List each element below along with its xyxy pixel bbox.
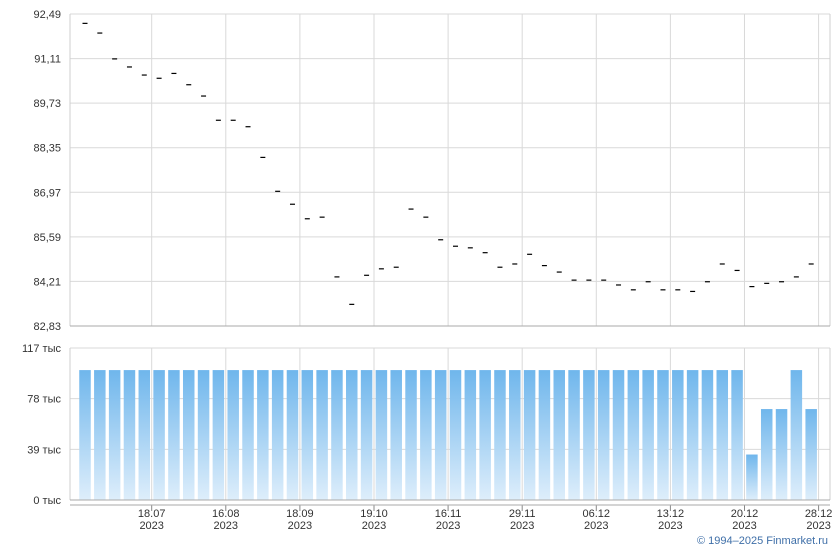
volume-bar [168, 370, 180, 500]
price-grid [70, 13, 830, 327]
volume-bar [523, 370, 536, 500]
volume-bar [405, 370, 417, 500]
volume-bar [94, 370, 106, 500]
volume-bar [716, 370, 729, 500]
volume-bar [746, 454, 758, 500]
volume-bar [805, 409, 817, 500]
volume-bars [79, 370, 817, 500]
x-tick-label-year: 2023 [288, 520, 312, 532]
x-tick-label-year: 2023 [732, 520, 756, 532]
x-tick-label-date: 20.12 [731, 508, 759, 520]
volume-bar [627, 370, 640, 500]
volume-bar [316, 370, 328, 500]
x-tick-label-date: 18.09 [286, 508, 314, 520]
price-marks [82, 22, 814, 305]
volume-bar [360, 370, 373, 500]
volume-bar [420, 370, 432, 500]
volume-bar [212, 370, 225, 500]
volume-bar [701, 370, 714, 500]
volume-bar [108, 370, 121, 500]
volume-bar [494, 370, 506, 500]
x-tick-label-date: 16.08 [212, 508, 240, 520]
volume-bar [538, 370, 551, 500]
volume-bar [657, 370, 669, 500]
axes [69, 14, 831, 511]
price-y-tick-label: 92,49 [33, 9, 61, 21]
volume-bar [597, 370, 610, 500]
volume-y-tick-label: 39 тыс [27, 444, 61, 456]
volume-bar [331, 370, 343, 500]
volume-bar [568, 370, 580, 500]
x-tick-label-date: 18.07 [138, 508, 166, 520]
volume-bar [775, 409, 788, 500]
volume-bar [153, 370, 165, 500]
volume-bar [642, 370, 654, 500]
volume-bar [509, 370, 521, 500]
price-y-tick-label: 89,73 [33, 98, 61, 110]
x-tick-label-year: 2023 [362, 520, 386, 532]
price-y-tick-label: 82,83 [33, 321, 61, 333]
volume-bar [434, 370, 447, 500]
volume-bar [182, 370, 195, 500]
x-tick-label-date: 13.12 [657, 508, 685, 520]
volume-bar [301, 370, 314, 500]
price-y-tick-label: 91,11 [34, 54, 61, 66]
volume-bar [464, 370, 477, 500]
x-tick-label-year: 2023 [658, 520, 682, 532]
volume-y-tick-label: 117 тыс [22, 343, 62, 355]
volume-bar [346, 370, 358, 500]
volume-bar [79, 370, 91, 500]
copyright-credit[interactable]: © 1994–2025 Finmarket.ru [696, 535, 828, 547]
x-tick-label-year: 2023 [214, 520, 238, 532]
x-tick-label-year: 2023 [139, 520, 163, 532]
volume-bar [449, 370, 462, 500]
x-tick-label-date: 29.11 [509, 508, 536, 520]
volume-bar [583, 370, 595, 500]
volume-bar [197, 370, 210, 500]
x-tick-label-date: 06.12 [583, 508, 611, 520]
volume-y-tick-label: 78 тыс [27, 394, 61, 406]
volume-bar [553, 370, 565, 500]
volume-bar [286, 370, 299, 500]
volume-bar [390, 370, 402, 500]
x-tick-label-year: 2023 [510, 520, 534, 532]
axis-labels: 92,49 91,11 89,73 88,35 86,97 85,59 84,21 82,83… [22, 9, 832, 532]
volume-bar [686, 370, 699, 500]
volume-bar [271, 370, 284, 500]
volume-y-tick-label: 0 тыс [33, 495, 61, 507]
price-y-tick-label: 85,59 [33, 232, 61, 244]
price-y-tick-label: 88,35 [33, 143, 61, 155]
volume-bar [479, 370, 491, 500]
volume-bar [257, 370, 269, 500]
x-tick-label-year: 2023 [806, 520, 830, 532]
x-tick-label-year: 2023 [584, 520, 608, 532]
volume-bar [760, 409, 773, 500]
x-tick-label-year: 2023 [436, 520, 460, 532]
volume-bar [227, 370, 239, 500]
volume-bar [790, 370, 803, 500]
volume-bar [672, 370, 684, 500]
volume-bar [123, 370, 136, 500]
volume-bar [375, 370, 388, 500]
x-tick-label-date: 28.12 [805, 508, 833, 520]
volume-bar [138, 370, 151, 500]
price-y-tick-label: 86,97 [33, 187, 61, 199]
x-tick-label-date: 19.10 [360, 508, 388, 520]
price-y-tick-label: 84,21 [33, 276, 61, 288]
volume-bar [612, 370, 625, 500]
volume-bar [731, 370, 743, 500]
x-tick-label-date: 16.11 [435, 508, 462, 520]
volume-bar [242, 370, 254, 500]
